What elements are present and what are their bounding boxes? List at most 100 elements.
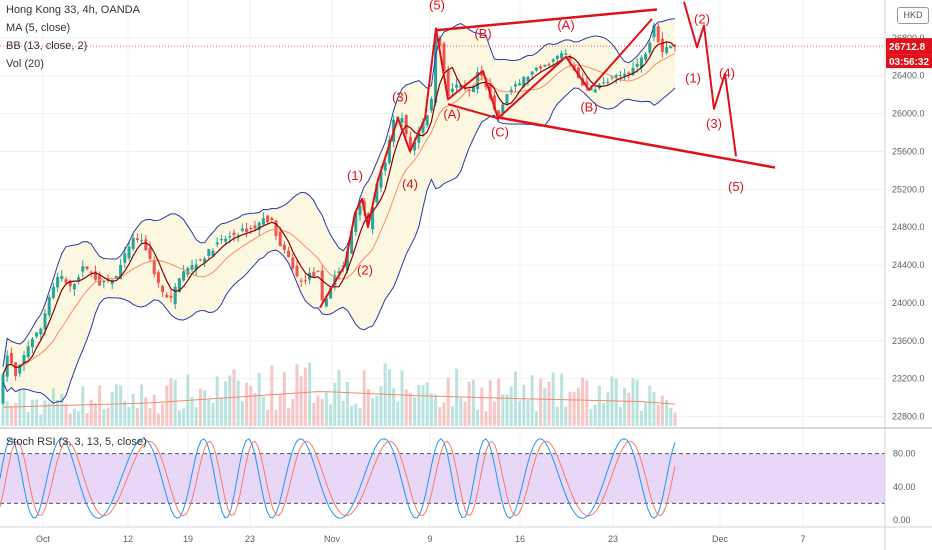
candle-body xyxy=(261,218,265,225)
candle-body xyxy=(476,71,480,90)
x-tick-label: Oct xyxy=(36,534,51,544)
volume-bar xyxy=(665,400,669,426)
volume-bars xyxy=(1,362,677,426)
candle-body xyxy=(404,115,408,134)
volume-bar xyxy=(408,393,412,426)
candle-body xyxy=(228,236,232,238)
volume-bar xyxy=(450,406,454,426)
legend-ma[interactable]: MA (5, close) xyxy=(6,22,71,34)
volume-bar xyxy=(140,384,144,426)
volume-bar xyxy=(245,382,249,426)
candle-body xyxy=(471,86,475,93)
candle-body xyxy=(266,215,270,223)
legend-title[interactable]: Hong Kong 33, 4h, OANDA xyxy=(6,4,140,16)
volume-bar xyxy=(114,384,118,426)
volume-bar xyxy=(320,398,324,426)
volume-bar xyxy=(291,398,295,426)
candle-body xyxy=(366,213,370,223)
candle-body xyxy=(51,286,55,298)
candle-body xyxy=(669,46,673,49)
candle-body xyxy=(564,53,568,55)
candle-body xyxy=(148,247,152,259)
volume-bar xyxy=(77,411,81,426)
volume-bar xyxy=(89,399,93,426)
candle-body xyxy=(585,81,589,87)
legend-vol[interactable]: Vol (20) xyxy=(6,58,44,70)
volume-bar xyxy=(123,400,127,426)
wave-label: (B) xyxy=(580,100,597,115)
currency-button[interactable]: HKD xyxy=(897,7,929,24)
volume-bar xyxy=(341,400,345,426)
volume-bar xyxy=(593,404,597,426)
volume-bar xyxy=(173,380,177,426)
volume-bar xyxy=(224,381,228,426)
countdown-value: 03:56:32 xyxy=(889,57,929,68)
candle-body xyxy=(513,84,517,87)
volume-bar xyxy=(316,395,320,426)
candle-body xyxy=(648,42,652,53)
candle-body xyxy=(60,276,64,280)
candle-body xyxy=(425,115,429,126)
candle-body xyxy=(14,362,18,377)
volume-bar xyxy=(43,400,47,426)
volume-bar xyxy=(614,378,618,426)
volume-bar xyxy=(467,381,471,426)
volume-bar xyxy=(505,394,509,426)
candle-body xyxy=(257,222,261,230)
candle-body xyxy=(169,295,173,298)
candle-body xyxy=(635,63,639,67)
volume-bar xyxy=(509,386,513,426)
candle-body xyxy=(207,249,211,257)
volume-bar xyxy=(434,394,438,426)
candle-body xyxy=(253,225,257,229)
candle-body xyxy=(480,70,484,76)
legend-bb[interactable]: BB (13, close, 2) xyxy=(6,40,88,52)
wave-label: (4) xyxy=(719,66,735,81)
volume-bar xyxy=(480,387,484,426)
stoch-d-line xyxy=(0,440,676,517)
volume-bar xyxy=(182,408,186,426)
candle-body xyxy=(68,280,72,287)
volume-bar xyxy=(484,411,488,426)
candle-body xyxy=(518,83,522,86)
candle-body xyxy=(383,162,387,171)
volume-bar xyxy=(669,407,673,426)
y-tick-label: 25200.0 xyxy=(892,184,925,194)
y-tick-label: 23600.0 xyxy=(892,336,925,346)
candle-body xyxy=(639,57,643,68)
volume-bar xyxy=(417,384,421,426)
volume-bar xyxy=(240,401,244,426)
wave-label: (3) xyxy=(392,89,408,104)
volume-bar xyxy=(459,398,463,426)
volume-bar xyxy=(194,407,198,426)
volume-bar xyxy=(110,391,114,426)
x-tick-label: 7 xyxy=(800,534,805,544)
volume-bar xyxy=(26,411,30,426)
candle-body xyxy=(551,59,555,62)
volume-bar xyxy=(652,391,656,426)
candle-body xyxy=(484,81,488,88)
candle-body xyxy=(144,239,148,251)
volume-bar xyxy=(135,408,139,426)
candle-body xyxy=(627,72,631,75)
volume-bar xyxy=(648,385,652,426)
candle-body xyxy=(35,332,39,337)
candle-body xyxy=(602,82,606,84)
legend-stoch[interactable]: Stoch RSI (3, 3, 13, 5, close) xyxy=(6,436,147,448)
volume-bar xyxy=(35,399,39,426)
candle-body xyxy=(534,67,538,71)
volume-bar xyxy=(102,409,106,426)
candle-body xyxy=(497,110,501,117)
candle-body xyxy=(610,77,614,79)
candle-body xyxy=(438,38,442,46)
candle-body xyxy=(224,238,228,242)
volume-bar xyxy=(413,397,417,426)
candle-body xyxy=(39,328,43,335)
volume-bar xyxy=(644,402,648,426)
middle-band xyxy=(2,52,676,375)
volume-bar xyxy=(219,397,223,426)
volume-bar xyxy=(106,407,110,426)
candle-body xyxy=(56,277,60,288)
candle-body xyxy=(568,56,572,61)
